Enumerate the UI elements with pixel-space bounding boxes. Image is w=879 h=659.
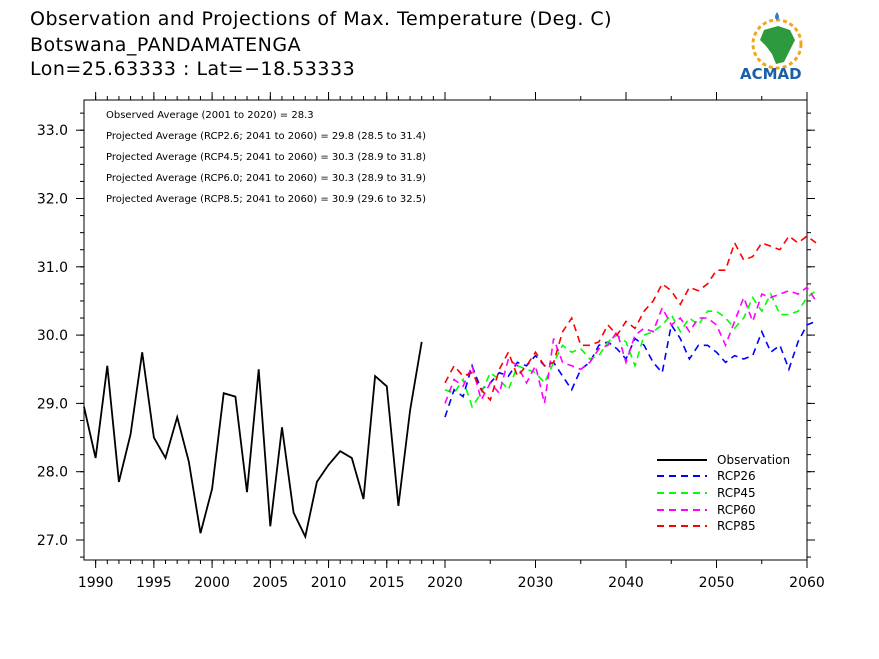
series-line-rcp45 <box>444 290 817 409</box>
series-line-rcp26 <box>444 320 817 418</box>
series-lines <box>83 234 817 540</box>
axis-ticks <box>76 92 815 568</box>
location-coords: Lon=25.63333 : Lat=−18.53333 <box>30 58 356 80</box>
y-tick-label: 30.0 <box>37 328 68 344</box>
y-tick-label: 27.0 <box>37 533 68 549</box>
x-tick-label: 2010 <box>311 575 347 591</box>
x-tick-labels: 1990 1995 2000 2005 2010 2015 2020 2030 2040 2050… <box>78 575 825 591</box>
x-tick-label: 2030 <box>518 575 554 591</box>
x-tick-label: 2040 <box>608 575 644 591</box>
legend: Observation RCP26 RCP45 RCP60 RCP85 <box>657 453 790 533</box>
legend-label-rcp60: RCP60 <box>717 503 756 517</box>
y-tick-label: 33.0 <box>37 123 68 139</box>
legend-label-rcp85: RCP85 <box>717 519 756 533</box>
acmad-logo: ACMAD <box>740 12 803 83</box>
y-tick-label: 32.0 <box>37 192 68 208</box>
y-tick-labels: 27.0 28.0 29.0 30.0 31.0 32.0 33.0 <box>37 123 68 549</box>
series-line-rcp85 <box>444 234 817 402</box>
x-tick-label: 2015 <box>369 575 405 591</box>
annotation-rcp85: Projected Average (RCP8.5; 2041 to 2060)… <box>106 194 426 205</box>
y-tick-label: 29.0 <box>37 396 68 412</box>
annotation-rcp60: Projected Average (RCP6.0; 2041 to 2060)… <box>106 173 426 184</box>
x-tick-label: 2020 <box>427 575 463 591</box>
x-tick-label: 1995 <box>136 575 172 591</box>
plot-frame <box>83 99 808 561</box>
y-tick-label: 31.0 <box>37 260 68 276</box>
logo-text: ACMAD <box>740 65 802 83</box>
x-tick-label: 2060 <box>789 575 825 591</box>
series-line-rcp60 <box>444 286 817 404</box>
africa-map-sun-icon <box>751 12 803 70</box>
annotation-rcp45: Projected Average (RCP4.5; 2041 to 2060)… <box>106 152 426 163</box>
series-line-observation <box>83 341 423 540</box>
x-tick-label: 1990 <box>78 575 114 591</box>
annotation-rcp26: Projected Average (RCP2.6; 2041 to 2060)… <box>106 131 426 142</box>
x-tick-label: 2000 <box>194 575 230 591</box>
y-tick-label: 28.0 <box>37 465 68 481</box>
averages-annotation: Observed Average (2001 to 2020) = 28.3 P… <box>106 110 426 205</box>
x-tick-label: 2005 <box>253 575 289 591</box>
legend-label-observation: Observation <box>717 453 790 467</box>
chart-title: Observation and Projections of Max. Temp… <box>30 8 613 30</box>
legend-label-rcp26: RCP26 <box>717 469 756 483</box>
legend-label-rcp45: RCP45 <box>717 486 756 500</box>
x-tick-label: 2050 <box>699 575 735 591</box>
annotation-observed: Observed Average (2001 to 2020) = 28.3 <box>106 110 314 121</box>
location-name: Botswana_PANDAMATENGA <box>30 34 302 56</box>
